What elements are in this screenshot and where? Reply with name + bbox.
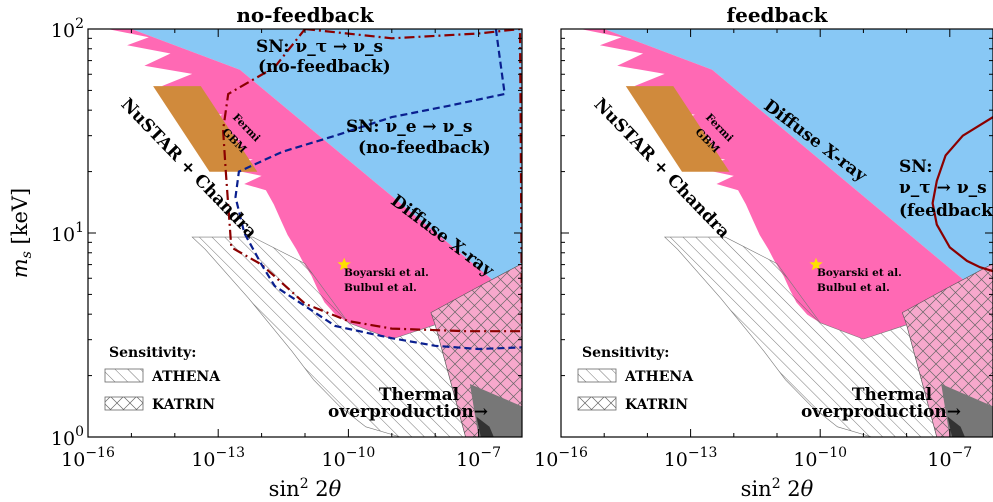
label-sn-e-no-feedback: (no-feedback) xyxy=(358,138,491,158)
axes-no-feedback: 10−16 10−13 10−10 10−7 100 101 102 xyxy=(51,16,523,471)
region-thermal-dark xyxy=(476,416,494,437)
curve-sn_tau-solid xyxy=(931,116,993,273)
region-fermi-gbm xyxy=(153,86,258,172)
x-tick-label: 10−13 xyxy=(664,445,718,471)
legend-label-katrin: KATRIN xyxy=(625,397,688,413)
x-axis-label-left: sin2 2θ xyxy=(269,476,342,501)
star-marker-3p5kev-line xyxy=(337,257,351,271)
region-diffuse-xray xyxy=(131,29,522,305)
label-thermal: Thermal xyxy=(379,385,460,405)
label-sn-e: SN: ν_e → ν_s xyxy=(346,117,472,137)
y-axis-label: ms [keV] xyxy=(8,188,35,279)
label-sn: SN: xyxy=(899,157,933,177)
star-marker-3p5kev-line xyxy=(809,257,823,271)
panel-title-feedback: feedback xyxy=(726,3,828,27)
label-thermal: Thermal xyxy=(852,385,933,405)
x-tick-label: 10−7 xyxy=(456,445,501,471)
legend-label-athena: ATHENA xyxy=(624,369,694,385)
region-athena-sensitivity xyxy=(191,236,466,437)
region-katrin-sensitivity xyxy=(901,263,993,437)
y-tick-label: 102 xyxy=(51,16,84,42)
x-tick-label: 10−10 xyxy=(793,445,847,471)
region-fermi-gbm xyxy=(625,86,730,172)
legend-label-katrin: KATRIN xyxy=(152,397,215,413)
label-sn-tau-no-feedback: (no-feedback) xyxy=(258,57,391,77)
legend-swatch-katrin xyxy=(577,396,617,411)
label-boyarski: Boyarski et al. xyxy=(344,267,429,279)
region-katrin-sensitivity xyxy=(430,263,522,437)
region-thermal-dark xyxy=(947,416,965,437)
legend-swatch-athena xyxy=(104,368,144,383)
label-bulbul: Bulbul et al. xyxy=(344,282,417,294)
x-tick-label: 10−16 xyxy=(534,445,588,471)
panel-title-no-feedback: no-feedback xyxy=(236,3,374,27)
legend-label-athena: ATHENA xyxy=(151,369,221,385)
x-tick-label: 10−10 xyxy=(322,445,376,471)
label-boyarski: Boyarski et al. xyxy=(817,267,902,279)
region-diffuse-xray xyxy=(604,29,993,305)
x-tick-label: 10−7 xyxy=(927,445,972,471)
legend-title: Sensitivity: xyxy=(582,345,669,361)
label-bulbul: Bulbul et al. xyxy=(817,282,890,294)
legend-swatch-athena xyxy=(577,368,617,383)
y-tick-label: 100 xyxy=(51,424,84,450)
x-tick-label: 10−16 xyxy=(61,445,115,471)
label-overproduction: overproduction→ xyxy=(801,402,961,422)
label-overproduction: overproduction→ xyxy=(328,402,488,422)
label-sn-tau: SN: ν_τ → ν_s xyxy=(256,37,383,57)
x-tick-label: 10−13 xyxy=(191,445,245,471)
legend-title: Sensitivity: xyxy=(109,345,196,361)
label-sn-tau: ν_τ → ν_s xyxy=(899,178,987,198)
curve-sn_tau-dashdot xyxy=(221,29,522,333)
legend-swatch-katrin xyxy=(104,396,144,411)
region-athena-sensitivity xyxy=(663,236,938,437)
label-sn-feedback: (feedback) xyxy=(899,201,993,221)
x-axis-label-right: sin2 2θ xyxy=(741,476,814,501)
y-tick-label: 101 xyxy=(51,220,84,246)
curve-sn_e-dashed xyxy=(234,29,522,351)
